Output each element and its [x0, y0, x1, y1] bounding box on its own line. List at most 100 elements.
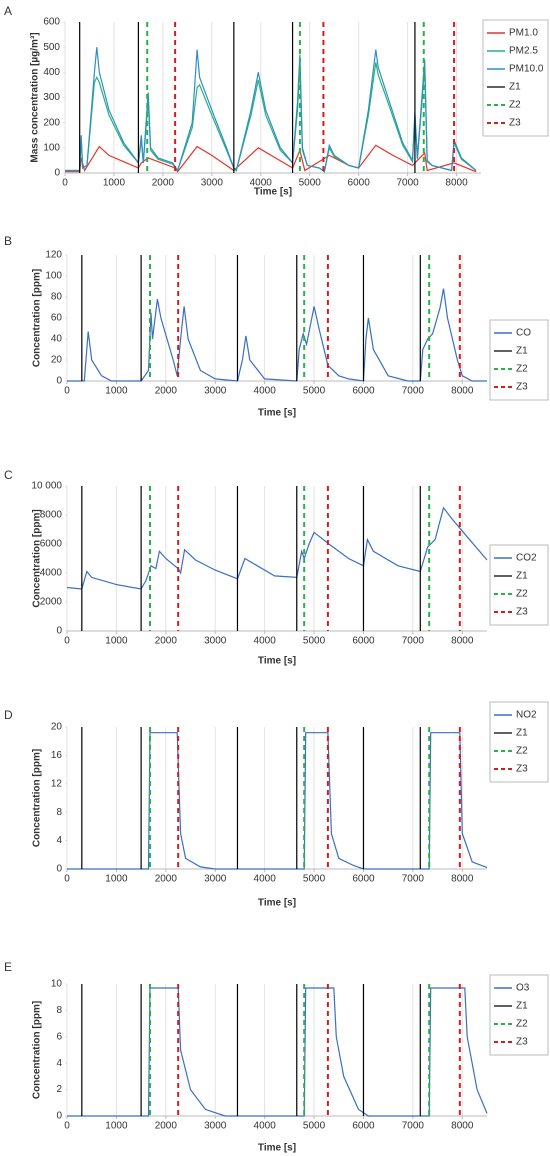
x-tick-label: 1000 — [103, 178, 126, 189]
x-tick-label: 2000 — [155, 1121, 178, 1132]
data-line — [65, 144, 477, 173]
y-tick-label: 4000 — [40, 568, 63, 579]
x-tick-label: 3000 — [204, 386, 227, 397]
y-tick-label: 500 — [43, 42, 60, 53]
panel-letter: D — [4, 708, 13, 722]
y-tick-label: 16 — [51, 750, 63, 761]
x-tick-label: 4000 — [250, 178, 273, 189]
y-tick-label: 100 — [43, 142, 60, 153]
y-tick-label: 20 — [51, 355, 63, 366]
y-tick-label: 100 — [45, 271, 62, 282]
x-axis-title: Time [s] — [258, 1143, 296, 1154]
x-tick-label: 6000 — [348, 178, 371, 189]
legend-label: Z3 — [509, 118, 521, 129]
x-tick-label: 6000 — [352, 386, 375, 397]
y-axis-title: Concentration [ppm] — [32, 1001, 43, 1099]
legend-label: Z1 — [516, 571, 528, 582]
x-tick-label: 8000 — [451, 874, 474, 885]
x-tick-label: 0 — [64, 636, 70, 647]
x-tick-label: 2000 — [155, 386, 178, 397]
legend-box — [489, 544, 549, 626]
legend-label: PM2.5 — [509, 46, 538, 57]
x-tick-label: 7000 — [402, 1121, 425, 1132]
y-tick-label: 2 — [56, 1084, 62, 1095]
x-tick-label: 3000 — [204, 1121, 227, 1132]
panel-letter: E — [4, 960, 12, 974]
y-axis-title: Concentration [ppm] — [32, 749, 43, 847]
legend-label: Z2 — [516, 1019, 528, 1030]
x-tick-label: 5000 — [303, 636, 326, 647]
x-tick-label: 1000 — [105, 874, 128, 885]
x-tick-label: 7000 — [402, 386, 425, 397]
y-tick-label: 8 — [56, 807, 62, 818]
y-tick-label: 2000 — [40, 597, 63, 608]
x-axis-title: Time [s] — [254, 187, 292, 198]
x-tick-label: 6000 — [352, 1121, 375, 1132]
x-tick-label: 3000 — [201, 178, 224, 189]
y-axis-title: Concentration [ppm] — [32, 269, 43, 367]
x-tick-label: 4000 — [254, 386, 277, 397]
data-line — [67, 288, 487, 382]
legend-label: Z3 — [516, 764, 528, 775]
y-tick-label: 8 — [56, 1005, 62, 1016]
x-tick-label: 8000 — [445, 178, 468, 189]
x-tick-label: 0 — [64, 874, 70, 885]
legend-label: Z1 — [516, 728, 528, 739]
x-tick-label: 8000 — [451, 636, 474, 647]
y-axis-title: Mass concentration [µg/m³] — [30, 32, 41, 162]
y-tick-label: 60 — [51, 313, 63, 324]
legend-label: PM10.0 — [509, 64, 544, 75]
y-tick-label: 0 — [56, 626, 62, 637]
panel-letter: A — [4, 4, 12, 18]
x-tick-label: 5000 — [303, 874, 326, 885]
legend-label: CO — [516, 328, 531, 339]
x-tick-label: 7000 — [402, 874, 425, 885]
x-tick-label: 7000 — [402, 636, 425, 647]
x-axis-title: Time [s] — [258, 898, 296, 909]
y-tick-label: 0 — [54, 168, 60, 179]
data-line — [65, 47, 477, 173]
data-line — [67, 732, 488, 870]
y-tick-label: 200 — [43, 117, 60, 128]
y-tick-label: 4 — [56, 1058, 62, 1069]
x-axis-title: Time [s] — [258, 656, 296, 667]
y-tick-label: 80 — [51, 292, 63, 303]
x-tick-label: 0 — [64, 1121, 70, 1132]
x-tick-label: 4000 — [254, 1121, 277, 1132]
y-tick-label: 0 — [56, 376, 62, 387]
x-tick-label: 6000 — [352, 636, 375, 647]
x-tick-label: 5000 — [299, 178, 322, 189]
x-axis-title: Time [s] — [258, 408, 296, 419]
x-tick-label: 3000 — [204, 636, 227, 647]
legend-label: Z2 — [516, 589, 528, 600]
x-tick-label: 1000 — [105, 1121, 128, 1132]
x-tick-label: 2000 — [152, 178, 175, 189]
legend-label: Z1 — [516, 1001, 528, 1012]
y-tick-label: 10 000 — [31, 481, 62, 492]
y-tick-label: 300 — [43, 92, 60, 103]
y-tick-label: 0 — [56, 864, 62, 875]
x-tick-label: 0 — [62, 178, 68, 189]
y-tick-label: 6 — [56, 1031, 62, 1042]
y-tick-label: 400 — [43, 67, 60, 78]
panel-letter: B — [4, 234, 12, 248]
x-tick-label: 1000 — [105, 636, 128, 647]
x-tick-label: 7000 — [396, 178, 419, 189]
y-tick-label: 8000 — [40, 510, 63, 521]
data-line — [66, 506, 488, 590]
y-tick-label: 10 — [51, 979, 63, 990]
x-tick-label: 0 — [64, 386, 70, 397]
data-line — [65, 62, 477, 173]
x-tick-label: 5000 — [303, 386, 326, 397]
legend-label: Z1 — [516, 346, 528, 357]
x-tick-label: 4000 — [254, 874, 277, 885]
legend-label: Z3 — [516, 382, 528, 393]
legend-label: Z2 — [516, 364, 528, 375]
x-tick-label: 3000 — [204, 874, 227, 885]
legend-box — [489, 701, 549, 783]
x-tick-label: 8000 — [451, 386, 474, 397]
legend-label: Z3 — [516, 1037, 528, 1048]
legend-box — [482, 19, 549, 137]
legend-label: Z2 — [509, 100, 521, 111]
